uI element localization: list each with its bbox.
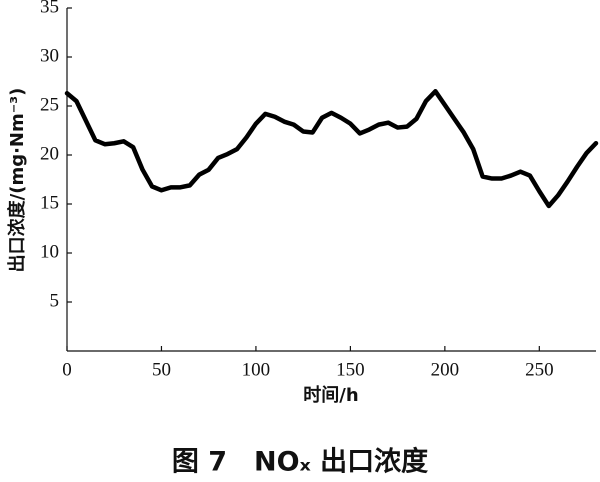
x-tick-label: 100: [242, 359, 271, 380]
y-tick-label: 20: [40, 143, 59, 164]
x-tick-label: 150: [336, 359, 365, 380]
y-tick-label: 35: [40, 0, 59, 17]
caption: 图 7 NOₓ 出口浓度: [172, 446, 428, 478]
x-tick-label: 0: [62, 359, 72, 380]
x-tick-label: 250: [525, 359, 554, 380]
y-axis-label: 出口浓度/(mg·Nm⁻³): [6, 88, 28, 273]
x-axis-label: 时间/h: [303, 385, 358, 406]
y-tick-label: 15: [40, 192, 59, 213]
data-line: [64, 89, 599, 209]
x-tick-label: 200: [431, 359, 460, 380]
x-tick-label: 50: [152, 359, 171, 380]
y-tick-label: 30: [40, 45, 59, 66]
y-tick-label: 25: [40, 94, 59, 115]
y-tick-label: 10: [40, 241, 59, 262]
y-tick-label: 5: [50, 290, 60, 311]
